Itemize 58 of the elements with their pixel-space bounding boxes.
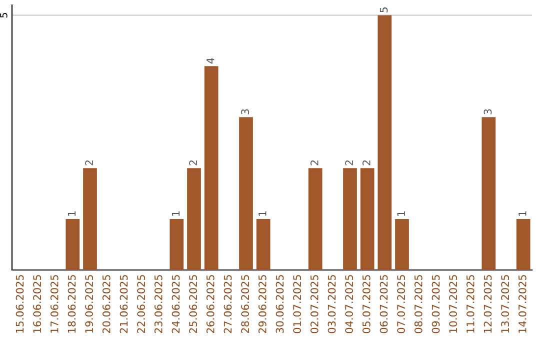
bar — [482, 117, 496, 270]
bar — [83, 168, 97, 270]
data-label: 3 — [484, 109, 492, 114]
bar — [256, 219, 270, 270]
data-label: 5 — [380, 7, 388, 12]
data-label: 3 — [241, 109, 250, 114]
x-tick-label: 15.06.2025 — [16, 275, 24, 333]
x-tick-label: 06.07.2025 — [380, 275, 388, 334]
data-label: 1 — [258, 211, 266, 216]
bar — [204, 66, 218, 270]
data-label: 1 — [172, 211, 180, 216]
x-tick-label: 27.06.2025 — [224, 275, 232, 334]
x-tick-label: 05.07.2025 — [362, 275, 370, 334]
x-tick-label: 23.06.2025 — [154, 275, 162, 334]
x-tick-label: 03.07.2025 — [328, 275, 336, 334]
x-tick-label: 19.06.2025 — [85, 275, 94, 333]
x-tick-label: 08.07.2025 — [414, 275, 422, 334]
x-tick-label: 22.06.2025 — [137, 275, 146, 334]
data-label: 4 — [206, 58, 214, 64]
bar — [239, 117, 253, 270]
bar — [187, 168, 201, 270]
x-tick-label: 16.06.2025 — [33, 275, 42, 333]
x-tick-label: 12.07.2025 — [484, 275, 492, 333]
x-tick-label: 24.06.2025 — [172, 275, 180, 334]
x-tick-label: 25.06.2025 — [189, 275, 198, 334]
x-tick-label: 02.07.2025 — [310, 275, 318, 334]
x-tick-label: 28.06.2025 — [241, 275, 250, 334]
data-label: 2 — [310, 160, 318, 166]
data-label: 2 — [189, 160, 197, 166]
x-tick-label: 20.06.2025 — [102, 275, 110, 334]
x-tick-label: 17.06.2025 — [50, 275, 58, 333]
x-tick-label: 21.06.2025 — [120, 275, 128, 334]
data-label: 1 — [518, 211, 526, 216]
x-tick-label: 04.07.2025 — [345, 275, 354, 334]
x-tick-label: 01.07.2025 — [293, 275, 302, 334]
bar — [308, 168, 322, 270]
x-tick-label: 13.07.2025 — [501, 275, 510, 333]
x-tick-label: 29.06.2025 — [258, 275, 266, 334]
data-label: 1 — [397, 211, 405, 216]
bar — [516, 219, 530, 270]
bar — [395, 219, 409, 270]
x-tick-label: 09.07.2025 — [432, 275, 440, 334]
bar — [66, 219, 80, 270]
data-label: 2 — [362, 160, 370, 166]
data-label: 1 — [68, 211, 76, 216]
bar — [378, 15, 392, 270]
x-tick-label: 10.07.2025 — [449, 275, 458, 333]
x-tick-label: 07.07.2025 — [397, 275, 406, 334]
x-tick-label: 11.07.2025 — [466, 275, 474, 333]
bar — [343, 168, 357, 270]
bar — [360, 168, 374, 270]
x-tick-label: 18.06.2025 — [68, 275, 76, 333]
x-tick-label: 14.07.2025 — [518, 275, 526, 333]
x-tick-label: 30.06.2025 — [276, 275, 284, 334]
data-label: 2 — [85, 160, 93, 166]
x-tick-label: 26.06.2025 — [206, 275, 214, 334]
bar — [170, 219, 184, 270]
data-label: 2 — [345, 160, 353, 166]
